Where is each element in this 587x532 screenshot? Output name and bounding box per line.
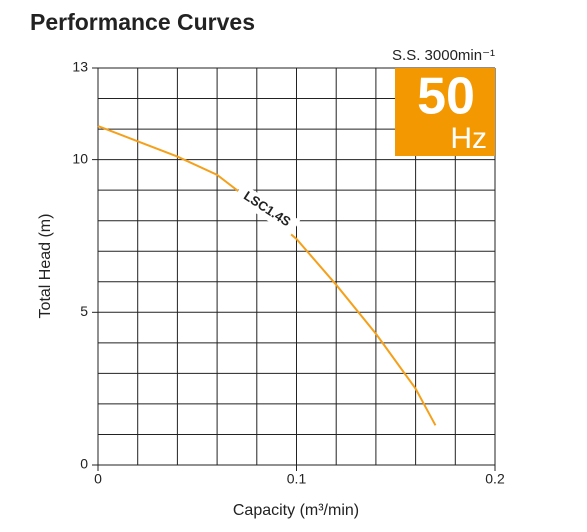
- speed-label: S.S. 3000min⁻¹: [392, 47, 495, 64]
- y-tick-label: 13: [72, 59, 88, 75]
- y-tick-label: 0: [80, 456, 88, 472]
- x-axis-label: Capacity (m³/min): [233, 502, 359, 519]
- x-tick-label: 0: [94, 471, 102, 487]
- frequency-unit: Hz: [450, 122, 487, 155]
- series-label-group: LSC1.4S: [233, 183, 301, 236]
- y-tick-label: 10: [72, 150, 88, 166]
- series-label-bg: [233, 183, 301, 236]
- chart-title: Performance Curves: [30, 9, 255, 35]
- badge: [395, 68, 495, 156]
- y-axis-label: Total Head (m): [37, 214, 54, 319]
- x-tick-label: 0.1: [287, 471, 307, 487]
- curve: [97, 125, 437, 426]
- y-tick-label: 5: [80, 303, 88, 319]
- x-tick-label: 0.2: [485, 471, 505, 487]
- frequency: 50: [417, 68, 475, 126]
